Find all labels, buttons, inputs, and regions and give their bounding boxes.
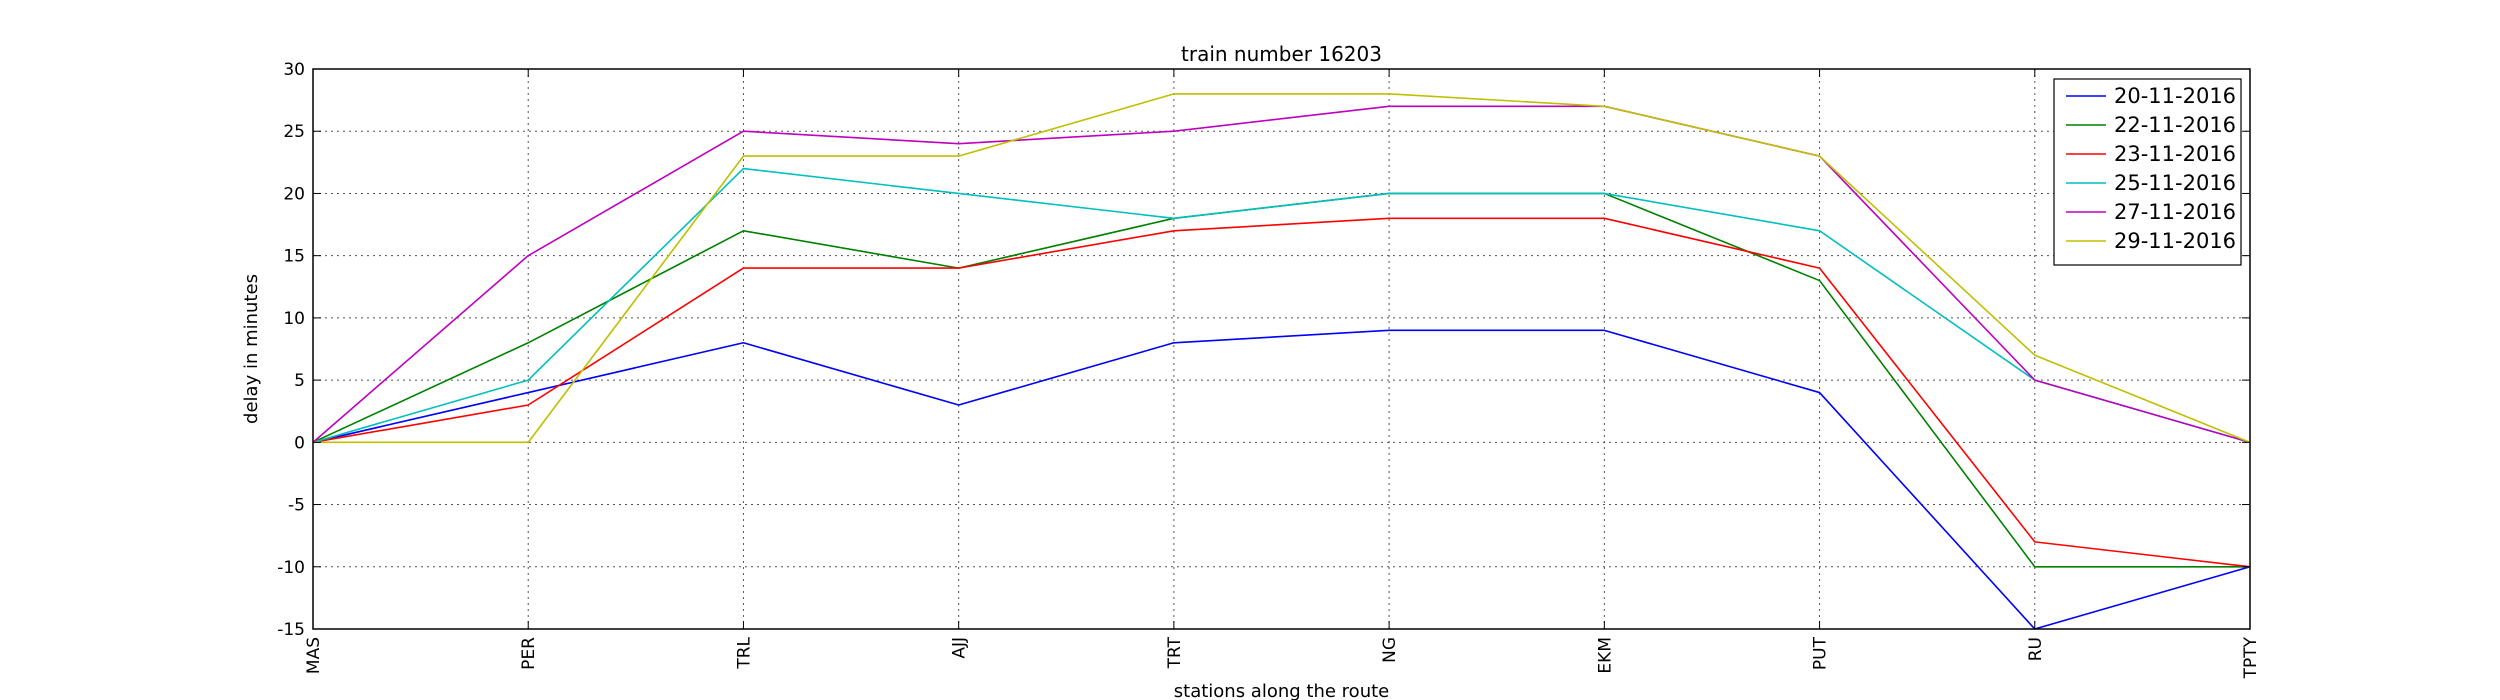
y-tick-label: -5 — [288, 496, 305, 516]
y-tick-label: 30 — [283, 60, 305, 80]
series-line-27-11-2016 — [312, 105, 2251, 444]
y-tick-label: 5 — [294, 371, 305, 391]
legend-entry-label: 20-11-2016 — [2114, 84, 2236, 108]
x-tick-label: PER — [519, 637, 539, 670]
x-tick-label: TRT — [1165, 636, 1185, 669]
x-tick-label: NG — [1380, 637, 1400, 663]
series-lines — [312, 93, 2251, 630]
legend-entry-label: 29-11-2016 — [2114, 229, 2236, 253]
legend: 20-11-2016 22-11-2016 23-11-2016 25-11-2016… — [2053, 78, 2242, 266]
axis-ticks: -15 -10 -5 0 5 10 15 20 25 30 MAS PER TRL AJJ TRT NG EKM… — [277, 60, 2261, 679]
series-line-22-11-2016 — [312, 192, 2250, 568]
y-axis-label: delay in minutes — [241, 274, 262, 424]
x-tick-label: TPTY — [2241, 636, 2261, 679]
y-tick-label: 0 — [294, 433, 305, 453]
chart-title: train number 16203 — [1181, 42, 1382, 66]
y-tick-label: 25 — [283, 122, 305, 142]
legend-entry-label: 27-11-2016 — [2114, 200, 2236, 224]
y-tick-label: -15 — [277, 620, 305, 640]
legend-entry-label: 23-11-2016 — [2114, 142, 2236, 166]
x-tick-label: RU — [2026, 637, 2046, 661]
legend-entry-label: 25-11-2016 — [2114, 171, 2236, 195]
series-line-25-11-2016 — [312, 167, 2251, 444]
x-tick-label: TRL — [734, 636, 754, 669]
y-tick-label: 10 — [283, 309, 305, 329]
x-tick-label: EKM — [1595, 637, 1615, 674]
y-tick-label: 15 — [283, 247, 305, 267]
x-tick-label: PUT — [1811, 636, 1831, 670]
legend-entry-label: 22-11-2016 — [2114, 113, 2236, 137]
series-line-29-11-2016 — [313, 93, 2251, 444]
x-axis-label: stations along the route — [1174, 681, 1389, 700]
y-tick-label: -10 — [277, 558, 305, 578]
grid-lines — [313, 69, 2250, 629]
x-tick-label: MAS — [304, 637, 324, 674]
legend-box — [2053, 78, 2242, 266]
x-tick-label: AJJ — [950, 637, 970, 659]
series-line-23-11-2016 — [312, 217, 2251, 568]
y-tick-label: 20 — [283, 184, 305, 204]
series-line-20-11-2016 — [312, 329, 2251, 630]
plot-area-frame — [312, 68, 2251, 630]
